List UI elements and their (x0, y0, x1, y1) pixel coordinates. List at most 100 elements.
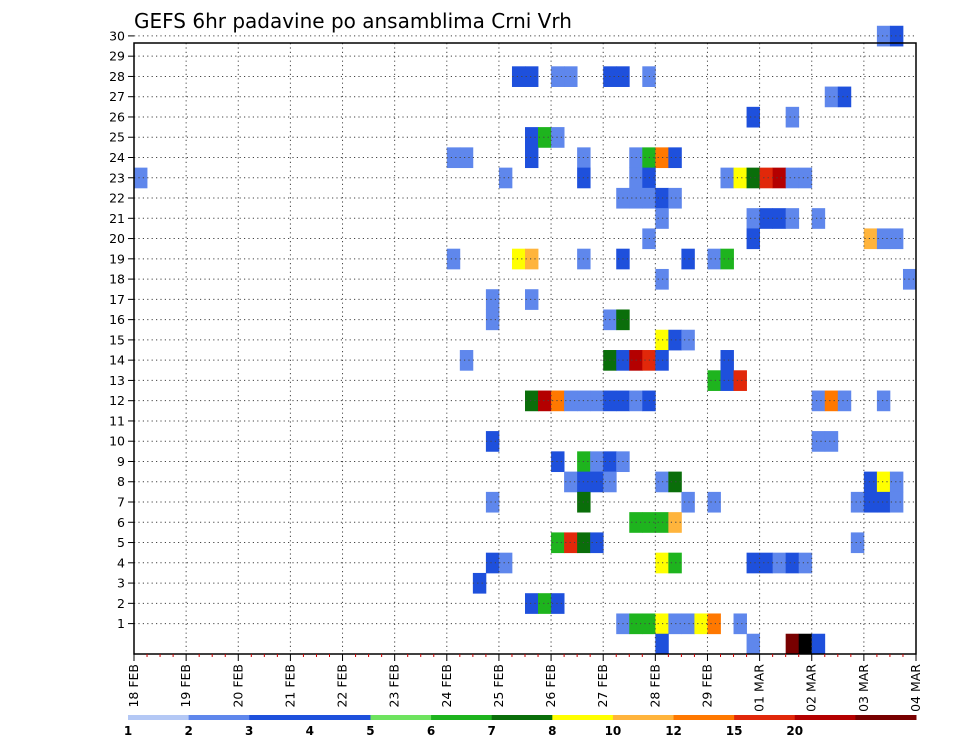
heatmap-cell (850, 532, 865, 554)
heatmap-cell (746, 167, 760, 189)
heatmap-cell (538, 593, 552, 614)
x-tick-label: 25 FEB (491, 664, 506, 708)
heatmap-cell (746, 228, 760, 250)
heatmap-cell (485, 309, 500, 331)
x-tick-label: 24 FEB (439, 664, 454, 708)
heatmap-cell (551, 593, 565, 614)
heatmap-cell (498, 552, 513, 574)
heatmap-cell (525, 289, 539, 310)
heatmap-cell (525, 66, 539, 87)
heatmap-cell (538, 390, 552, 412)
heatmap-cell (876, 471, 891, 493)
heatmap-cell (733, 613, 747, 635)
heatmap-cell (668, 329, 682, 351)
x-axis: 18 FEB 19 FEB 20 FEB 21 FEB 22 FEB 23 FEB 24 F… (126, 654, 923, 712)
heatmap-cell (459, 350, 474, 371)
x-tick-label: 29 FEB (699, 664, 714, 708)
heatmap-cell (564, 390, 578, 412)
heatmap-cell (668, 613, 682, 635)
y-tick-label: 27 (109, 89, 125, 104)
y-tick-label: 19 (109, 251, 125, 266)
y-tick-label: 1 (117, 616, 125, 631)
y-tick-label: 22 (109, 191, 125, 206)
heatmap-cell (798, 167, 813, 189)
heatmap-cell (863, 491, 878, 513)
heatmap-cell (707, 248, 721, 270)
heatmap-cell (472, 572, 487, 594)
colorbar-label: 7 (488, 724, 496, 738)
y-tick-label: 21 (109, 211, 125, 226)
heatmap-cell (785, 106, 800, 128)
x-tick-label: 27 FEB (595, 664, 610, 708)
heatmap-cell (746, 633, 760, 655)
heatmap-cell (759, 552, 774, 574)
x-tick-label: 01 MAR (752, 664, 767, 712)
heatmap-cell (681, 329, 695, 351)
heatmap-cell (525, 248, 539, 270)
colorbar-label: 20 (786, 724, 803, 738)
x-tick-label: 03 MAR (856, 664, 871, 712)
heatmap-cell (707, 370, 721, 391)
heatmap-cell (759, 167, 774, 189)
heatmap-cell (889, 25, 904, 47)
y-tick-label: 20 (109, 231, 125, 246)
colorbar-label: 5 (366, 724, 374, 738)
heatmap-cell (681, 613, 695, 635)
heatmap-cell (811, 633, 826, 655)
heatmap-cell (876, 491, 891, 513)
colorbar-label: 15 (726, 724, 743, 738)
y-tick-label: 16 (109, 312, 125, 327)
chart-title: GEFS 6hr padavine po ansamblima Crni Vrh (134, 9, 572, 33)
y-tick-label: 24 (109, 150, 125, 165)
heatmap-cell (876, 25, 891, 47)
heatmap-cell (785, 208, 800, 229)
heatmap-cell (759, 208, 774, 229)
colorbar-swatch (188, 715, 250, 720)
heatmap-cell (485, 552, 500, 574)
y-tick-label: 2 (117, 596, 125, 611)
x-tick-label: 22 FEB (335, 664, 350, 708)
colorbar-label: 10 (605, 724, 622, 738)
heatmap-cell (785, 167, 800, 189)
heatmap-cell (785, 552, 800, 574)
heatmap-cell (733, 167, 747, 189)
colorbar-swatch (612, 715, 675, 720)
heatmap-cell (551, 127, 565, 148)
heatmap-cell (668, 552, 682, 574)
heatmap-cell (746, 106, 760, 128)
heatmap-cell (498, 167, 513, 189)
x-tick-label: 04 MAR (908, 664, 923, 712)
colorbar-swatch (370, 715, 432, 720)
heatmap-cell (785, 633, 800, 655)
y-tick-label: 13 (109, 373, 125, 388)
heatmap-cell (733, 370, 747, 391)
colorbar-swatch (249, 715, 311, 720)
heatmap-cell (551, 532, 565, 554)
heatmap-cell (837, 86, 852, 108)
y-axis: 1234567891011121314151617181920212223242… (109, 28, 134, 631)
y-tick-label: 23 (109, 170, 125, 185)
heatmap-cell (485, 431, 500, 452)
y-tick-label: 28 (109, 69, 125, 84)
heatmap-cell (876, 390, 891, 412)
heatmap-cell (681, 491, 695, 513)
heatmap-cell (538, 127, 552, 148)
y-tick-label: 5 (117, 535, 125, 550)
heatmap-cell (655, 633, 669, 655)
heatmap-cell (824, 86, 839, 108)
heatmap-cell (772, 208, 787, 229)
heatmap-cell (485, 491, 500, 513)
colorbar-label: 3 (245, 724, 253, 738)
heatmap-cell (485, 289, 500, 310)
heatmap-cell (681, 248, 695, 270)
heatmap-cell (811, 431, 826, 452)
y-tick-label: 12 (109, 393, 125, 408)
heatmap-cell (889, 228, 904, 250)
y-tick-label: 15 (109, 332, 125, 347)
y-tick-label: 8 (117, 474, 125, 489)
heatmap-cell (668, 471, 682, 493)
heatmap-cell (837, 390, 852, 412)
y-tick-label: 14 (109, 353, 125, 368)
x-tick-label: 26 FEB (543, 664, 558, 708)
